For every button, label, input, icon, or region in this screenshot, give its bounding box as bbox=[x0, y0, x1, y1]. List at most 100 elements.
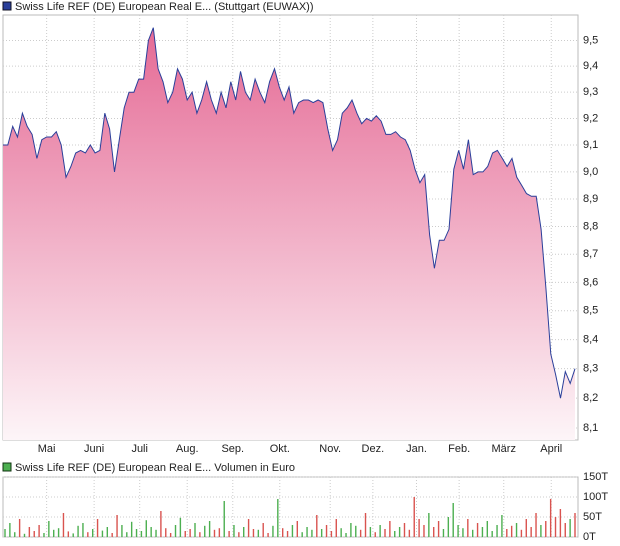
volume-bar bbox=[418, 519, 420, 537]
volume-bar bbox=[350, 523, 352, 537]
volume-bar bbox=[530, 527, 532, 537]
x-tick-label: Aug. bbox=[176, 443, 199, 455]
volume-bar bbox=[174, 525, 177, 537]
volume-bar bbox=[296, 521, 299, 537]
volume-bar bbox=[243, 527, 245, 537]
y-tick-label: 0T bbox=[583, 531, 596, 543]
volume-bar bbox=[520, 529, 523, 537]
volume-bar bbox=[48, 521, 50, 537]
y-tick-label: 9,3 bbox=[583, 86, 598, 98]
volume-bar bbox=[272, 525, 274, 537]
volume-bar bbox=[4, 529, 6, 537]
y-tick-label: 9,2 bbox=[583, 112, 598, 124]
volume-bar bbox=[208, 521, 211, 537]
volume-bar bbox=[116, 515, 118, 537]
volume-bar bbox=[389, 521, 391, 537]
volume-bar bbox=[428, 513, 430, 537]
volume-bar bbox=[233, 525, 235, 537]
x-tick-label: Jan. bbox=[406, 443, 427, 455]
x-tick-label: Dez. bbox=[362, 443, 385, 455]
volume-bar bbox=[150, 527, 152, 537]
volume-bar bbox=[471, 529, 474, 537]
price-area bbox=[3, 27, 575, 440]
volume-bar bbox=[330, 531, 333, 537]
volume-bar bbox=[355, 525, 357, 537]
volume-bar bbox=[111, 533, 113, 537]
volume-bar bbox=[384, 529, 386, 537]
volume-bar bbox=[301, 532, 303, 537]
volume-bar bbox=[291, 525, 294, 537]
volume-bar bbox=[457, 525, 459, 537]
volume-bar bbox=[306, 527, 308, 537]
volume-bar bbox=[145, 520, 147, 537]
volume-bar bbox=[33, 531, 35, 537]
volume-bar bbox=[569, 519, 571, 537]
volume-bar bbox=[199, 532, 201, 537]
y-tick-label: 9,5 bbox=[583, 34, 598, 46]
y-tick-label: 8,5 bbox=[583, 305, 598, 317]
x-tick-label: Juni bbox=[84, 443, 104, 455]
volume-bar bbox=[447, 517, 450, 537]
volume-bar bbox=[23, 533, 26, 537]
volume-bar bbox=[140, 531, 143, 537]
volume-bar bbox=[247, 519, 250, 537]
y-tick-label: 8,2 bbox=[583, 392, 598, 404]
volume-bar bbox=[433, 527, 435, 537]
volume-bar bbox=[267, 533, 269, 537]
volume-bar bbox=[374, 532, 376, 537]
x-tick-label: Juli bbox=[131, 443, 148, 455]
volume-bar bbox=[155, 529, 157, 537]
volume-bar bbox=[277, 499, 279, 537]
volume-bar bbox=[540, 525, 542, 537]
volume-bar bbox=[423, 525, 425, 537]
volume-bar bbox=[9, 523, 11, 537]
volume-bar bbox=[467, 519, 469, 537]
y-tick-label: 8,1 bbox=[583, 422, 598, 434]
volume-bar bbox=[252, 529, 255, 537]
volume-bar bbox=[18, 519, 21, 537]
volume-bar bbox=[442, 529, 445, 537]
y-tick-label: 8,6 bbox=[583, 276, 598, 288]
volume-bar bbox=[126, 532, 128, 537]
volume-bar bbox=[559, 509, 562, 537]
volume-bar bbox=[28, 527, 31, 537]
legend-swatch bbox=[2, 462, 12, 472]
volume-bar bbox=[525, 519, 527, 537]
volume-bar bbox=[101, 530, 104, 537]
volume-bar bbox=[286, 531, 289, 537]
volume-bar bbox=[121, 525, 123, 537]
volume-bar bbox=[184, 531, 186, 537]
volume-bar bbox=[574, 513, 576, 537]
volume-bar bbox=[62, 513, 65, 537]
y-tick-label: 9,4 bbox=[583, 60, 598, 72]
volume-bar bbox=[491, 531, 493, 537]
y-tick-label: 50T bbox=[583, 511, 602, 523]
volume-bar bbox=[87, 532, 89, 537]
volume-bar bbox=[194, 523, 196, 537]
volume-bar bbox=[281, 528, 284, 537]
volume-bar bbox=[169, 533, 172, 537]
volume-bar bbox=[130, 521, 133, 537]
x-tick-label: Mai bbox=[38, 443, 56, 455]
volume-bar bbox=[179, 517, 182, 537]
y-tick-label: 8,4 bbox=[583, 333, 598, 345]
volume-bar bbox=[325, 525, 328, 537]
volume-bar bbox=[496, 525, 498, 537]
volume-bar bbox=[14, 532, 16, 537]
volume-bar bbox=[228, 531, 230, 537]
volume-bar bbox=[53, 529, 55, 537]
legend-swatch bbox=[2, 1, 12, 11]
volume-bar bbox=[262, 523, 264, 537]
volume-bar bbox=[369, 527, 372, 537]
y-tick-label: 9,1 bbox=[583, 139, 598, 151]
volume-bar bbox=[398, 527, 401, 537]
y-tick-label: 9,0 bbox=[583, 166, 598, 178]
volume-bar bbox=[403, 523, 406, 537]
volume-bar bbox=[96, 519, 99, 537]
y-tick-label: 8,3 bbox=[583, 363, 598, 375]
volume-bar bbox=[91, 529, 94, 537]
volume-bar bbox=[486, 521, 489, 537]
volume-bar bbox=[452, 503, 454, 537]
x-tick-label: Sep. bbox=[221, 443, 244, 455]
volume-bar bbox=[340, 528, 342, 537]
